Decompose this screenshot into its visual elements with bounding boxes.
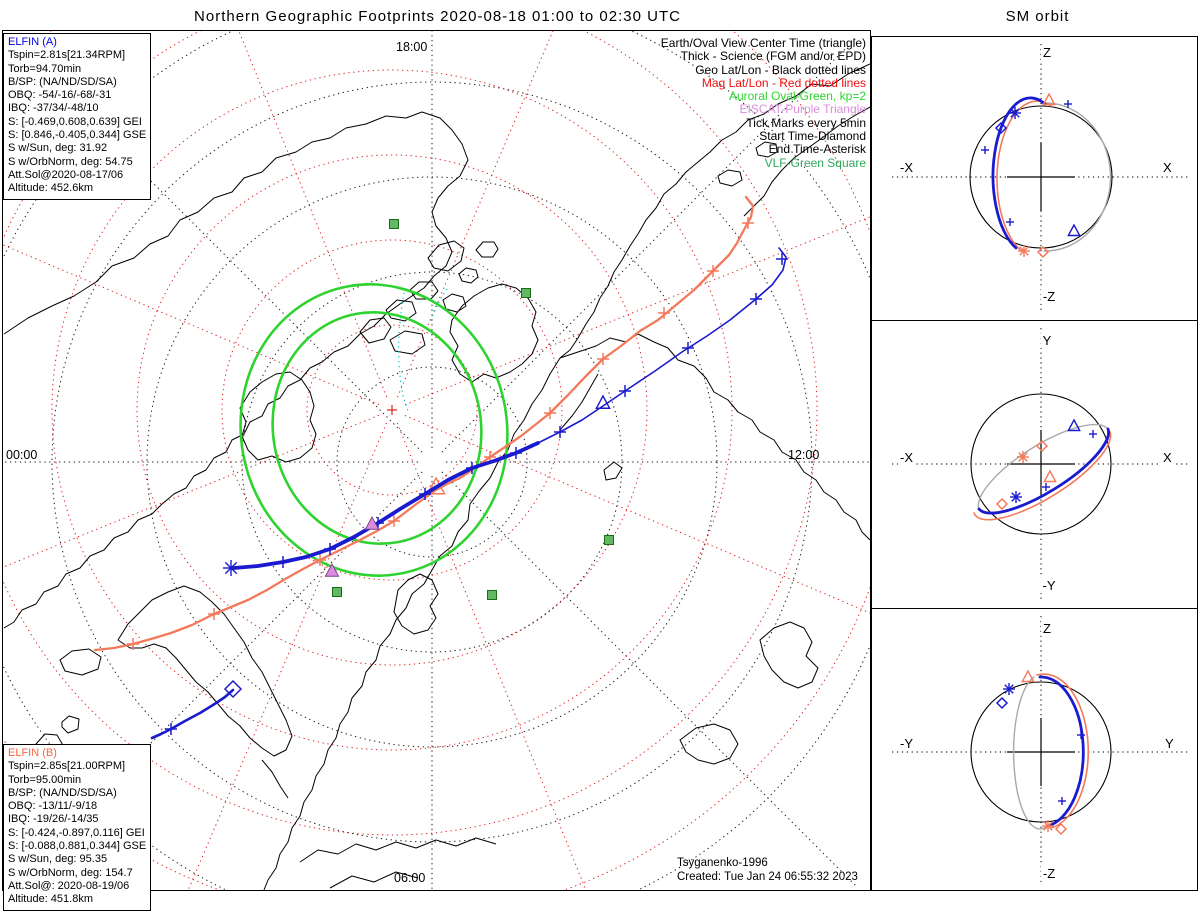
coast-island bbox=[427, 240, 465, 272]
clock-label-18: 18:00 bbox=[396, 40, 428, 54]
coast-island bbox=[755, 141, 778, 158]
elfin-b-lines: Tspin=2.85s[21.00RPM] Torb=95.00min B/SP: … bbox=[8, 760, 146, 906]
coast-europe-south bbox=[329, 871, 419, 889]
panel2-axis-top: Y bbox=[1040, 333, 1054, 348]
panel2-axis-left: -X bbox=[898, 450, 915, 465]
legend-item: Auroral Oval-Green, kp=2 bbox=[728, 89, 866, 104]
coast-island bbox=[458, 267, 479, 284]
panel3-axis-top: Z bbox=[1041, 621, 1053, 636]
coast-island bbox=[359, 317, 392, 344]
coast-inland-sea bbox=[679, 723, 739, 765]
info-line: IBQ: -19/26/-14/35 bbox=[8, 813, 99, 826]
info-line: Tspin=2.81s[21.34RPM] bbox=[8, 49, 126, 62]
coast-baltic bbox=[261, 759, 289, 799]
info-line: S: [-0.088,0.881,0.344] GSE bbox=[8, 840, 147, 853]
info-line: Att.Sol@: 2020-08-19/06 bbox=[8, 879, 130, 892]
info-line: B/SP: (NA/ND/SD/SA) bbox=[8, 75, 117, 88]
panel-frames bbox=[2, 30, 1198, 891]
legend-item: Mag Lat/Lon - Red dotted lines bbox=[701, 75, 866, 90]
coast-sea-okhotsk bbox=[759, 621, 819, 689]
legend: Earth/Oval View Center Time (triangle) Th… bbox=[660, 36, 867, 170]
credits-block: Tsyganenko-1996 Created: Tue Jan 24 06:5… bbox=[677, 856, 858, 884]
coast-island bbox=[409, 281, 439, 300]
coast-alaska bbox=[559, 63, 870, 359]
info-line: Att.Sol@2020-08-17/06 bbox=[8, 168, 124, 181]
legend-item: Thick - Science (FGM and/or EPD) bbox=[680, 49, 866, 64]
legend-item: VLF-Green Square bbox=[764, 155, 866, 170]
info-line: B/SP: (NA/ND/SD/SA) bbox=[8, 786, 117, 799]
info-line: Torb=95.00min bbox=[8, 773, 82, 786]
coast-island bbox=[603, 461, 623, 481]
elfin-a-title: ELFIN (A) bbox=[8, 36, 57, 48]
panel3-axis-left: -Y bbox=[898, 736, 915, 751]
info-line: OBQ: -54/-16/-68/-31 bbox=[8, 89, 112, 102]
coast-island bbox=[385, 299, 417, 322]
sm-orbit-panels bbox=[892, 44, 1190, 884]
info-line: Tspin=2.85s[21.00RPM] bbox=[8, 760, 126, 773]
info-line: S w/Sun, deg: 31.92 bbox=[8, 142, 108, 155]
panel1-axis-top: Z bbox=[1041, 45, 1053, 60]
coast-island bbox=[389, 330, 426, 355]
coast-novaya-zemlya bbox=[559, 373, 599, 431]
coast-uk-island bbox=[61, 715, 80, 734]
elfin-b-title: ELFIN (B) bbox=[8, 747, 57, 759]
info-line: IBQ: -37/34/-48/10 bbox=[8, 102, 99, 115]
info-line: S w/OrbNorm, deg: 54.75 bbox=[8, 155, 133, 168]
legend-item: Earth/Oval View Center Time (triangle) bbox=[660, 36, 866, 50]
elfin-a-lines: Tspin=2.81s[21.34RPM] Torb=94.70min B/SP: … bbox=[8, 49, 146, 195]
info-line: S: [-0.469,0.608,0.639] GEI bbox=[8, 115, 142, 128]
coast-europe-south bbox=[299, 837, 497, 863]
info-line: S: [-0.424,-0.897,0.116] GEI bbox=[8, 826, 145, 839]
coast-siberia-north bbox=[559, 333, 870, 541]
panel3-axis-right: Y bbox=[1163, 736, 1176, 751]
legend-item: EISCAT-Purple Triangle bbox=[739, 102, 867, 117]
info-line: S w/OrbNorm, deg: 154.7 bbox=[8, 866, 133, 879]
coast-island bbox=[475, 241, 499, 258]
coast-bering bbox=[743, 106, 870, 217]
panel3-axis-bottom: -Z bbox=[1040, 866, 1058, 881]
info-line: OBQ: -13/11/-9/18 bbox=[8, 800, 98, 813]
latlon-grid bbox=[3, 31, 870, 890]
clock-label-12: 12:00 bbox=[788, 448, 820, 462]
coast-white-sea bbox=[393, 573, 439, 635]
elfin-a-info-box: ELFIN (A) Tspin=2.81s[21.34RPM] Torb=94.7… bbox=[3, 33, 152, 200]
info-line: Torb=94.70min bbox=[8, 62, 82, 75]
legend-item: End Time-Asterisk bbox=[768, 142, 866, 157]
legend-item: Start Time-Diamond bbox=[759, 129, 866, 144]
page-title: Northern Geographic Footprints 2020-08-1… bbox=[194, 8, 681, 25]
coast-scandinavia bbox=[117, 585, 293, 757]
legend-item: Geo Lat/Lon - Black dotted lines bbox=[695, 62, 866, 77]
coast-island bbox=[717, 169, 743, 187]
coast-russia-west bbox=[263, 357, 561, 890]
created-timestamp: Created: Tue Jan 24 06:55:32 2023 bbox=[677, 871, 858, 883]
clock-label-06: 06:00 bbox=[394, 871, 426, 885]
info-line: S w/Sun, deg: 95.35 bbox=[8, 853, 108, 866]
coast-iceland bbox=[59, 648, 102, 676]
elfin-b-info-box: ELFIN (B) Tspin=2.85s[21.00RPM] Torb=95.0… bbox=[3, 744, 152, 911]
model-name: Tsyganenko-1996 bbox=[677, 857, 768, 869]
coast-greenland bbox=[449, 283, 539, 383]
map-frame bbox=[2, 30, 871, 891]
info-line: S: [0.846,-0.405,0.344] GSE bbox=[8, 129, 147, 142]
coast-north-america bbox=[3, 111, 469, 629]
legend-item: Tick Marks every 5min bbox=[746, 115, 866, 130]
panel1-axis-right: X bbox=[1161, 160, 1174, 175]
panel1-axis-bottom: -Z bbox=[1040, 289, 1058, 304]
panel1-axis-left: -X bbox=[898, 160, 915, 175]
sm-orbit-frame bbox=[871, 36, 1198, 891]
info-line: Altitude: 452.6km bbox=[8, 182, 93, 195]
panel2-axis-right: X bbox=[1161, 450, 1174, 465]
sm-orbit-title: SM orbit bbox=[1005, 8, 1070, 25]
panel2-axis-bottom: -Y bbox=[1040, 578, 1058, 593]
map-overlays bbox=[93, 195, 788, 740]
clock-label-00: 00:00 bbox=[6, 448, 38, 462]
